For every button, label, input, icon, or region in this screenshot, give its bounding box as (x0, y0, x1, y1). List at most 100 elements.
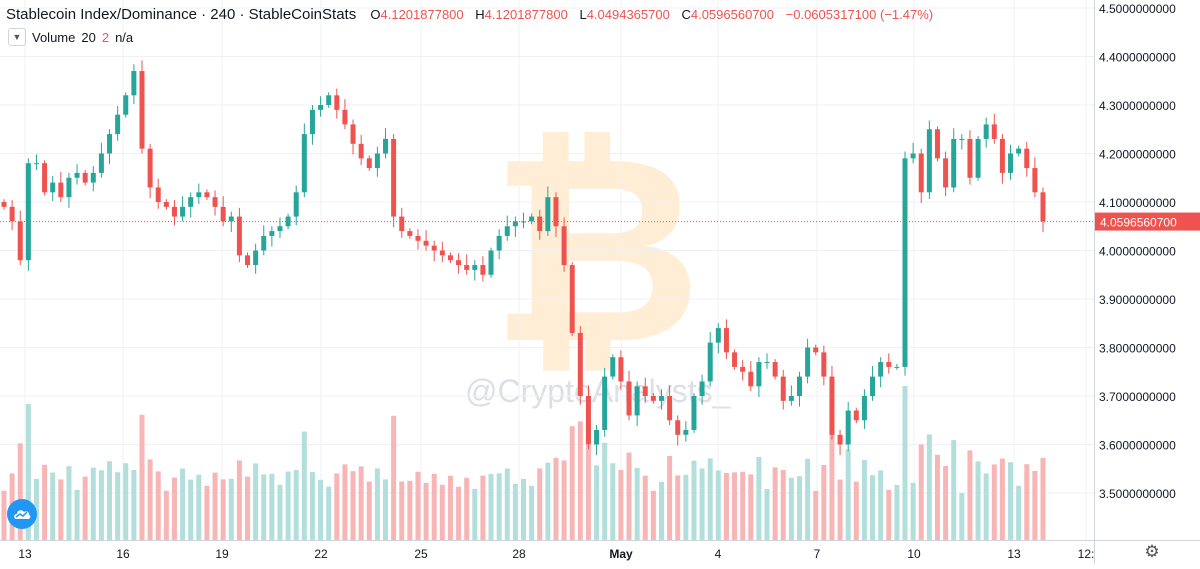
volume-bar (999, 458, 1005, 540)
cloud-icon (14, 510, 31, 519)
candle-body (488, 250, 494, 275)
candle-body (732, 352, 738, 367)
volume-bar (577, 421, 583, 540)
volume-bar (415, 471, 421, 540)
candle-body (25, 163, 31, 261)
candle-body (82, 172, 88, 183)
candle-body (537, 216, 543, 232)
candle-body (350, 124, 356, 144)
candle-body (318, 105, 324, 110)
volume-bar (537, 468, 543, 540)
candle-body (967, 138, 973, 178)
chevron-down-icon[interactable]: ▼ (8, 28, 26, 46)
volume-bar (845, 449, 851, 540)
volume-bar (350, 471, 356, 540)
candle-body (943, 158, 949, 188)
volume-bar (594, 465, 600, 540)
tradingview-logo-icon[interactable] (7, 499, 37, 529)
y-tick-label: 3.6000000000 (1099, 439, 1176, 453)
volume-bar (788, 477, 794, 540)
candle-body (423, 240, 429, 246)
candle-body (521, 221, 526, 223)
candle-body (139, 71, 145, 149)
volume-bar (155, 471, 161, 540)
volume-bar (269, 473, 275, 540)
volume-bar (585, 445, 591, 540)
volume-bar (805, 458, 811, 540)
volume-label: Volume (32, 29, 76, 45)
volume-bar (683, 474, 689, 540)
candle-body (342, 109, 348, 125)
candle-body (870, 376, 876, 396)
volume-bar (342, 464, 348, 540)
y-tick-label: 4.5000000000 (1099, 2, 1176, 16)
candle-body (212, 197, 218, 207)
volume-bar (829, 426, 835, 540)
volume-bar (667, 456, 673, 540)
candle-body (610, 357, 616, 377)
candle-body (58, 182, 64, 198)
volume-bar (285, 471, 291, 540)
volume-bar (245, 476, 251, 540)
x-tick-label: 22 (314, 547, 328, 561)
candle-body (667, 396, 673, 421)
candle-body (98, 153, 104, 173)
candle-body (772, 362, 778, 377)
candle-body (634, 386, 640, 416)
candle-body (50, 182, 56, 193)
candle-body (529, 216, 535, 222)
volume-indicator-legend[interactable]: ▼ Volume 20 2 n/a (8, 28, 133, 46)
candle-body (658, 396, 664, 401)
candle-body (90, 172, 96, 183)
volume-bar (236, 460, 242, 540)
candle-body (569, 265, 575, 333)
candle-body (1040, 192, 1046, 222)
volume-bar (756, 457, 762, 540)
candle-body (780, 376, 786, 401)
candle-body (723, 328, 729, 353)
volume-bar (853, 481, 859, 540)
volume-bar (228, 478, 234, 540)
candle-body (975, 138, 981, 178)
candle-body (512, 221, 518, 227)
volume-bar (926, 434, 932, 540)
volume-bar (764, 489, 770, 540)
volume-bar (383, 479, 389, 540)
volume-bar (634, 467, 640, 540)
candle-body (553, 197, 559, 227)
candle-body (796, 376, 802, 396)
volume-bar (58, 479, 64, 540)
candle-body (277, 226, 283, 232)
volume-bar (180, 468, 186, 540)
y-tick-label: 3.8000000000 (1099, 342, 1176, 356)
candle-body (902, 158, 908, 367)
volume-bar (374, 468, 380, 540)
volume-bar (488, 474, 494, 540)
volume-bar (748, 474, 754, 540)
candle-body (309, 109, 315, 135)
volume-bar (975, 461, 981, 540)
volume-bar (139, 414, 145, 540)
candle-body (123, 95, 129, 115)
gear-icon[interactable]: ⚙ (1144, 542, 1160, 561)
volume-bar (894, 485, 900, 540)
candle-body (650, 396, 656, 401)
candle-body (853, 410, 859, 421)
candle-body (326, 95, 332, 105)
volume-bar (675, 475, 681, 540)
candle-body (561, 226, 567, 266)
candle-body (1016, 148, 1022, 154)
candle-body (431, 245, 437, 251)
candle-body (391, 138, 397, 217)
volume-bar (780, 470, 786, 540)
candle-body (748, 371, 754, 387)
x-tick-label: 4 (715, 547, 722, 561)
candle-body (926, 129, 932, 193)
volume-bar (82, 476, 88, 540)
symbol-title[interactable]: Stablecoin Index/Dominance · 240 · Stabl… (6, 6, 357, 23)
open-label: O (370, 7, 381, 22)
x-tick-label: 16 (116, 547, 130, 561)
volume-bar (642, 475, 648, 540)
